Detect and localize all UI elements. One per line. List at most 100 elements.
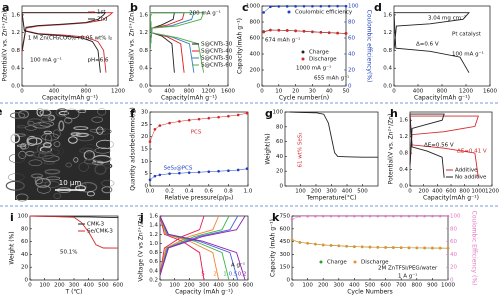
- x-tick-label: 500: [228, 283, 239, 289]
- y-tick-label: 0.4: [383, 66, 392, 72]
- y2-tick-label: 80: [348, 20, 355, 26]
- data-point: [321, 243, 325, 247]
- y-axis-label: Capacity(mAh g⁻¹): [237, 18, 244, 74]
- x-axis-label: Relative pressure(p/p₀): [165, 195, 234, 202]
- sem-texture: [35, 177, 51, 188]
- sem-texture: [53, 192, 62, 200]
- y-tick-label: 0.8: [383, 48, 392, 54]
- x-tick-label: 300: [326, 189, 337, 195]
- sem-texture: [44, 180, 60, 188]
- y-tick-label: 5: [145, 171, 149, 177]
- data-point: [269, 28, 272, 32]
- sem-texture: [76, 133, 95, 142]
- y2-tick-label: 20: [450, 265, 457, 271]
- y-tick-label: 600: [280, 226, 291, 232]
- y-tick-label: 80: [276, 124, 283, 130]
- y-tick-label: 800: [250, 20, 261, 26]
- data-point: [336, 4, 339, 8]
- data-point: [148, 140, 152, 143]
- sem-texture: [46, 176, 61, 181]
- y-axis-label: Potential(V vs. Zn²⁺/Zn): [388, 114, 395, 185]
- data-point: [285, 29, 289, 32]
- panel-label: k: [272, 211, 280, 224]
- x-tick-label: 900: [427, 283, 438, 289]
- panel-label: h: [390, 107, 398, 120]
- x-axis-label: Capacity(mAh g⁻¹): [42, 95, 98, 102]
- sem-texture: [32, 150, 46, 159]
- sem-texture: [64, 117, 73, 124]
- annotation: 3.04 mg cm⁻²: [428, 15, 466, 22]
- x-tick-label: 400: [49, 89, 60, 95]
- data-point: [319, 31, 323, 34]
- series-label: 1: [223, 272, 227, 278]
- y-axis-label: Weight(%): [265, 133, 272, 164]
- sem-texture: [68, 136, 78, 144]
- legend-swatch: [287, 10, 291, 14]
- x-tick-label: 700: [396, 283, 407, 289]
- sem-texture: [43, 142, 52, 148]
- y2-tick-label: 40: [450, 252, 457, 258]
- legend-label: CMK-3: [87, 222, 105, 228]
- plot-frame: [21, 5, 119, 87]
- sem-texture: [65, 162, 73, 168]
- y-tick-label: 1.6: [383, 12, 392, 18]
- sem-texture: [58, 110, 70, 116]
- annotation: 2M ZnTFSI/PEG/water: [378, 266, 438, 272]
- y-tick-label: 0: [25, 278, 29, 284]
- y-tick-label: 0.8: [399, 151, 408, 157]
- panel-label: f: [130, 107, 135, 120]
- y-tick-label: 400: [250, 52, 261, 58]
- data-point: [415, 246, 419, 250]
- sem-texture: [18, 110, 29, 119]
- data-point: [306, 214, 309, 218]
- series-label: 5: [201, 272, 205, 278]
- sem-texture: [89, 128, 106, 133]
- data-point: [407, 214, 411, 218]
- data-point: [336, 31, 339, 35]
- sem-texture: [8, 153, 26, 163]
- x-tick-label: 400: [83, 283, 94, 289]
- sem-texture: [59, 147, 64, 155]
- x-tick-label: 0: [148, 89, 152, 95]
- y-tick-label: 100: [18, 214, 29, 220]
- x-tick-label: 0.8: [224, 189, 233, 195]
- sem-texture: [83, 158, 98, 165]
- data-point: [262, 30, 265, 34]
- x-axis-label: Capacity (mAh g⁻¹): [175, 289, 233, 296]
- y-tick-label: 0: [145, 184, 149, 190]
- x-tick-label: 400: [342, 189, 353, 195]
- data-point: [158, 173, 162, 177]
- sem-texture: [9, 112, 26, 119]
- legend-label: S@CNTs-30: [201, 42, 233, 48]
- x-tick-label: 400: [164, 89, 175, 95]
- sem-texture: [15, 193, 29, 202]
- y-tick-label: 150: [280, 265, 291, 271]
- panel-label: a: [2, 1, 9, 14]
- x-tick-label: 1200: [459, 89, 473, 95]
- x-tick-label: 0.0: [146, 189, 155, 195]
- data-point: [360, 214, 364, 218]
- y-tick-label: 1.2: [399, 134, 408, 140]
- data-point: [158, 124, 162, 127]
- data-point: [314, 214, 317, 218]
- panel-label: j: [139, 211, 144, 224]
- y2-tick-label: 0: [450, 278, 454, 284]
- x-tick-label: 500: [357, 189, 368, 195]
- sem-texture: [27, 137, 43, 145]
- data-point: [153, 174, 157, 178]
- x-tick-label: 1000: [471, 189, 485, 195]
- data-point: [153, 127, 157, 131]
- data-point: [148, 178, 152, 182]
- sem-texture: [53, 141, 61, 147]
- x-tick-label: 0: [20, 89, 24, 95]
- data-point: [178, 120, 181, 123]
- x-tick-label: 400: [432, 189, 443, 195]
- sem-texture: [28, 159, 43, 166]
- data-point: [423, 246, 426, 250]
- scale-bar-label: 10 μm: [59, 179, 82, 187]
- y-tick-label: 450: [280, 239, 291, 245]
- x-tick-label: 200: [418, 189, 429, 195]
- sem-texture: [34, 176, 44, 185]
- x-tick-label: 0: [158, 283, 162, 289]
- sem-texture: [44, 168, 61, 175]
